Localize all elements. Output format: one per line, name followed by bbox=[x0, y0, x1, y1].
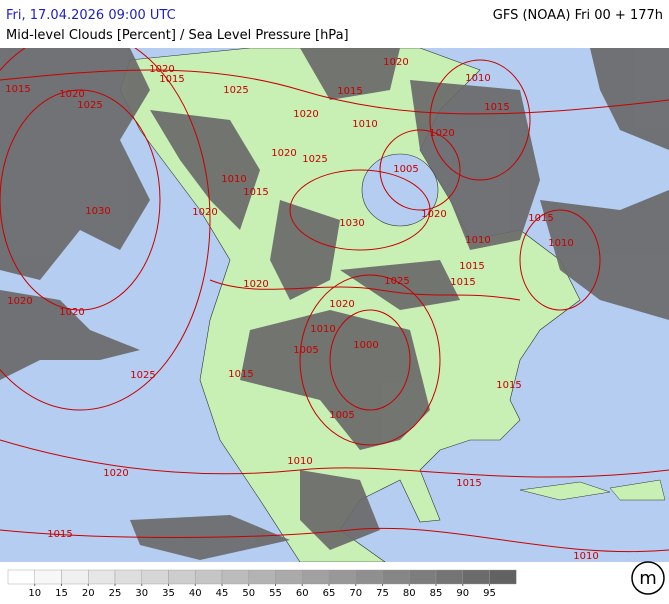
legend-swatch bbox=[61, 569, 89, 585]
map-title: Mid-level Clouds [Percent] / Sea Level P… bbox=[6, 28, 349, 43]
isobar-label: 1030 bbox=[85, 206, 110, 217]
legend-swatch bbox=[355, 569, 383, 585]
isobar-label: 1010 bbox=[221, 174, 246, 185]
isobar-label: 1020 bbox=[383, 57, 408, 68]
isobar-label: 1020 bbox=[103, 468, 128, 479]
isobar-label: 1020 bbox=[243, 279, 268, 290]
legend-swatch bbox=[328, 569, 356, 585]
legend-label: 45 bbox=[216, 588, 229, 599]
isobar-label: 1015 bbox=[5, 84, 30, 95]
legend-label: 60 bbox=[296, 588, 309, 599]
isobar-label: 1015 bbox=[496, 380, 521, 391]
isobar-label: 1020 bbox=[7, 296, 32, 307]
isobar-label: 1015 bbox=[47, 529, 72, 540]
isobar-label: 1005 bbox=[393, 164, 418, 175]
isobar-label: 1015 bbox=[243, 187, 268, 198]
isobar-label: 1010 bbox=[465, 235, 490, 246]
isobar-label: 1010 bbox=[465, 73, 490, 84]
legend-label: 55 bbox=[269, 588, 282, 599]
isobar-label: 1025 bbox=[384, 276, 409, 287]
legend-label: 10 bbox=[28, 588, 41, 599]
isobar-label: 1020 bbox=[429, 128, 454, 139]
model-run: GFS (NOAA) Fri 00 + 177h bbox=[493, 8, 663, 23]
isobar-label: 1025 bbox=[223, 85, 248, 96]
isobar-label: 1000 bbox=[353, 340, 378, 351]
isobar-label: 1020 bbox=[293, 109, 318, 120]
legend-swatch bbox=[34, 569, 62, 585]
isobar-label: 1020 bbox=[149, 64, 174, 75]
isobar-label: 1010 bbox=[352, 119, 377, 130]
legend-swatch bbox=[114, 569, 142, 585]
caribbean bbox=[519, 479, 666, 501]
isobar-label: 1020 bbox=[421, 209, 446, 220]
legend-label: 75 bbox=[376, 588, 389, 599]
isobar-label: 1015 bbox=[337, 86, 362, 97]
legend-label: 95 bbox=[483, 588, 496, 599]
isobars bbox=[0, 48, 669, 553]
isobar-label: 1010 bbox=[287, 456, 312, 467]
legend-swatch bbox=[409, 569, 437, 585]
legend-label: 40 bbox=[189, 588, 202, 599]
legend-label: 80 bbox=[403, 588, 416, 599]
isobar-label: 1020 bbox=[271, 148, 296, 159]
isobar-label: 1020 bbox=[192, 207, 217, 218]
legend-swatch bbox=[275, 569, 303, 585]
clouds bbox=[0, 48, 669, 560]
legend-label: 25 bbox=[109, 588, 122, 599]
isobar-label: 1015 bbox=[528, 213, 553, 224]
legend-swatch bbox=[248, 569, 276, 585]
isobar-label: 1015 bbox=[159, 74, 184, 85]
isobar-label: 1025 bbox=[302, 154, 327, 165]
isobar-label: 1015 bbox=[228, 369, 253, 380]
logo: m bbox=[639, 568, 657, 589]
legend-swatch bbox=[435, 569, 463, 585]
isobar-label: 1010 bbox=[310, 324, 335, 335]
legend-swatch bbox=[168, 569, 196, 585]
legend-label: 65 bbox=[323, 588, 336, 599]
isobar-label: 1020 bbox=[59, 307, 84, 318]
isobar-label: 1005 bbox=[329, 410, 354, 421]
isobar-label: 1015 bbox=[459, 261, 484, 272]
legend-swatch bbox=[88, 569, 116, 585]
legend-label: 15 bbox=[55, 588, 68, 599]
legend-swatch bbox=[382, 569, 410, 585]
isobar-label: 1010 bbox=[573, 551, 598, 562]
isobar-label: 1010 bbox=[548, 238, 573, 249]
isobar-label: 1015 bbox=[484, 102, 509, 113]
isobar-label: 1025 bbox=[77, 100, 102, 111]
legend-label: 70 bbox=[349, 588, 362, 599]
legend-swatch bbox=[7, 569, 35, 585]
legend-label: 85 bbox=[430, 588, 443, 599]
legend-label: 35 bbox=[162, 588, 175, 599]
isobar-label: 1015 bbox=[456, 478, 481, 489]
isobar-label: 1020 bbox=[329, 299, 354, 310]
legend-label: 90 bbox=[456, 588, 469, 599]
legend-swatch bbox=[462, 569, 490, 585]
legend: 10 15 20 25 30 35 40 45 50 55 60 65 70 75 80 85 90 95 bbox=[7, 569, 517, 599]
isobar-label: 1015 bbox=[450, 277, 475, 288]
isobar-label: 1005 bbox=[293, 345, 318, 356]
legend-swatch bbox=[195, 569, 223, 585]
legend-label: 50 bbox=[242, 588, 255, 599]
logo-circle bbox=[631, 561, 665, 595]
legend-swatch bbox=[489, 569, 517, 585]
legend-label: 30 bbox=[135, 588, 148, 599]
isobar-label: 1020 bbox=[59, 89, 84, 100]
legend-swatch bbox=[141, 569, 169, 585]
legend-swatch bbox=[221, 569, 249, 585]
legend-label: 20 bbox=[82, 588, 95, 599]
isobar-label: 1030 bbox=[339, 218, 364, 229]
isobar-label: 1025 bbox=[130, 370, 155, 381]
valid-time: Fri, 17.04.2026 09:00 UTC bbox=[6, 8, 176, 23]
legend-swatch bbox=[302, 569, 330, 585]
